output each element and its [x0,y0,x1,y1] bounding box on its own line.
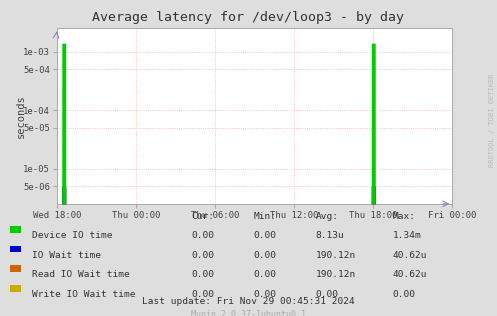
Text: 190.12n: 190.12n [316,270,356,279]
Text: 0.00: 0.00 [191,251,214,260]
Text: Max:: Max: [393,212,415,221]
Text: 0.00: 0.00 [253,270,276,279]
Text: 0.00: 0.00 [253,290,276,299]
Text: Cur:: Cur: [191,212,214,221]
Text: 8.13u: 8.13u [316,231,344,240]
Text: RRDTOOL / TOBI OETIKER: RRDTOOL / TOBI OETIKER [489,73,495,167]
Text: 0.00: 0.00 [191,231,214,240]
Text: Device IO time: Device IO time [32,231,113,240]
Text: Avg:: Avg: [316,212,338,221]
Text: Write IO Wait time: Write IO Wait time [32,290,136,299]
Text: 0.00: 0.00 [253,251,276,260]
Text: 0.00: 0.00 [393,290,415,299]
Text: 1.34m: 1.34m [393,231,421,240]
Text: 40.62u: 40.62u [393,251,427,260]
Text: 0.00: 0.00 [191,270,214,279]
Text: Last update: Fri Nov 29 00:45:31 2024: Last update: Fri Nov 29 00:45:31 2024 [142,297,355,306]
Text: Read IO Wait time: Read IO Wait time [32,270,130,279]
Text: IO Wait time: IO Wait time [32,251,101,260]
Text: 40.62u: 40.62u [393,270,427,279]
Text: 0.00: 0.00 [191,290,214,299]
Text: Average latency for /dev/loop3 - by day: Average latency for /dev/loop3 - by day [92,11,405,24]
Text: 0.00: 0.00 [316,290,338,299]
Text: 0.00: 0.00 [253,231,276,240]
Y-axis label: seconds: seconds [15,94,25,138]
Text: 190.12n: 190.12n [316,251,356,260]
Text: Min:: Min: [253,212,276,221]
Text: Munin 2.0.37-1ubuntu0.1: Munin 2.0.37-1ubuntu0.1 [191,310,306,316]
